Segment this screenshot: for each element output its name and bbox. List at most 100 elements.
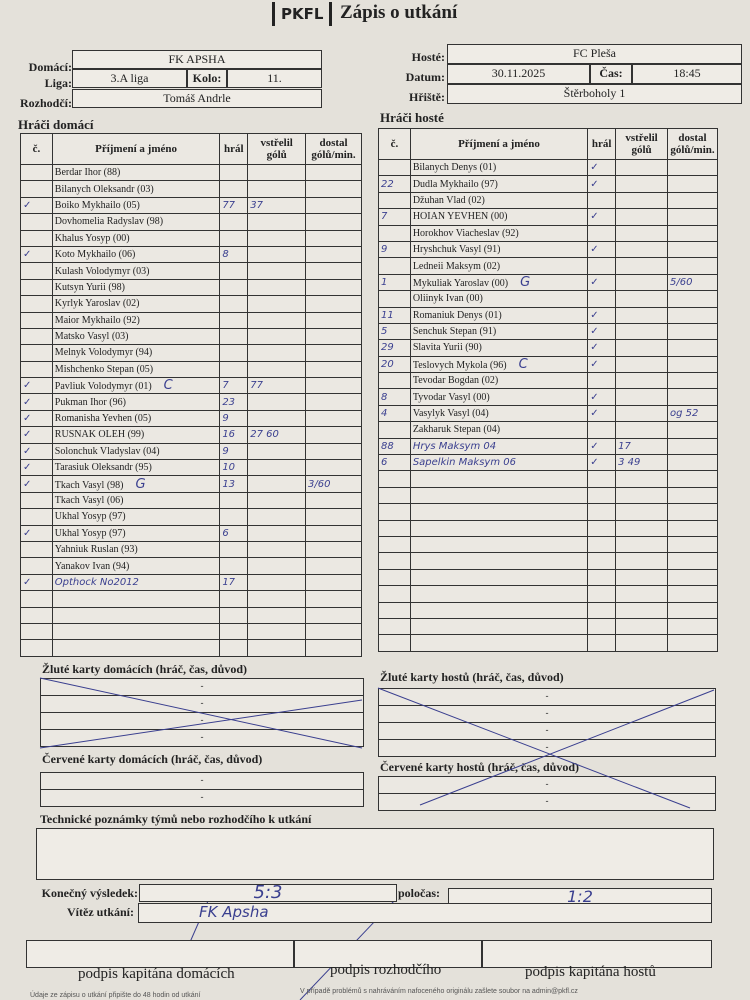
player-row: ✓ Solonchuk Vladyslav (04) 9 — [20, 442, 362, 461]
away-red-box: -- — [378, 776, 716, 811]
player-played: ✓ — [590, 358, 599, 370]
player-played: 8 — [222, 249, 229, 261]
player-played: ✓ — [590, 440, 599, 452]
player-name: Kyrlyk Yaroslav (02) — [54, 298, 140, 310]
page-title: Zápis o utkání — [340, 2, 458, 23]
player-number: 9 — [381, 244, 388, 256]
player-row: Ledneii Maksym (02) — [378, 257, 719, 275]
player-name: Koto Mykhailo (06) — [54, 249, 136, 261]
player-row: 6 Sapelkin Maksym 06 ✓ 3 49 — [378, 454, 719, 472]
player-name: Hryshchuk Vasyl (91) — [412, 244, 501, 256]
player-played: ✓ — [590, 309, 599, 321]
pkfl-logo: PKFL — [272, 2, 333, 26]
player-played-cell: ✓ — [587, 306, 617, 324]
player-name: Dudla Mykhailo (97) — [412, 178, 498, 190]
footer-right: V případě problémů s nahráváním nafocené… — [300, 988, 578, 995]
player-name: Mykuliak Yaroslav (00) — [412, 277, 509, 289]
player-name: Senchuk Stepan (91) — [412, 326, 497, 338]
player-played: ✓ — [590, 244, 599, 256]
empty-row — [378, 486, 719, 505]
player-row: ✓ Opthock No2012 17 — [20, 573, 362, 592]
player-name: Bilanych Oleksandr (03) — [54, 183, 154, 195]
player-name: Maior Mykhailo (92) — [54, 314, 140, 326]
player-name: Slavita Yurii (90) — [412, 342, 482, 354]
final-result-field: 5:3 — [139, 884, 397, 902]
player-name: Kutsyn Yurii (98) — [54, 281, 125, 293]
empty-row — [378, 503, 719, 521]
player-name: Horokhov Viacheslav (92) — [412, 227, 519, 239]
card-line: - — [545, 797, 549, 807]
empty-row — [378, 634, 719, 652]
player-name: Yahniuk Ruslan (93) — [54, 544, 138, 556]
player-row: Oliinyk Ivan (00) — [378, 290, 719, 308]
player-conceded: 3/60 — [308, 478, 331, 490]
away-label: Hosté: — [411, 50, 445, 64]
player-name: Berdar Ihor (88) — [54, 167, 121, 179]
home-players-title: Hráči domácí — [18, 117, 94, 132]
player-number: ✓ — [23, 413, 32, 425]
player-name: Hrys Maksym 04 — [412, 440, 497, 452]
player-number: ✓ — [23, 478, 32, 490]
player-scored: 27 60 — [250, 429, 279, 441]
col-no: č. — [20, 133, 53, 165]
home-team-field: FK APSHA — [72, 50, 322, 69]
player-row: Mishchenko Stepan (05) — [20, 360, 362, 379]
player-number: ✓ — [23, 380, 32, 392]
col-conceded: dostal gólů/min. — [305, 133, 362, 165]
home-captain-signature-label: podpis kapitána domácích — [78, 966, 235, 982]
player-name: Tyvodar Vasyl (00) — [412, 391, 490, 403]
notes-box — [36, 828, 714, 880]
player-name: Sapelkin Maksym 06 — [412, 457, 516, 469]
empty-cell — [305, 639, 362, 657]
player-name: Ukhal Yosyp (97) — [54, 511, 126, 523]
card-line: - — [41, 696, 363, 713]
card-line: - — [200, 733, 204, 743]
round-label: Kolo: — [187, 69, 227, 88]
player-row: 9 Hryshchuk Vasyl (91) ✓ — [378, 240, 719, 259]
league-label: Liga: — [44, 76, 72, 90]
player-scored: 3 49 — [618, 457, 641, 469]
away-captain-signature-box — [482, 940, 712, 968]
player-row: 29 Slavita Yurii (90) ✓ — [378, 339, 719, 357]
player-number: ✓ — [23, 527, 32, 539]
player-played-cell: 7 — [219, 377, 249, 395]
time-field: 18:45 — [632, 64, 742, 84]
player-played: ✓ — [590, 211, 599, 223]
winner-label: Vítěz utkání: — [67, 905, 134, 919]
empty-row — [20, 590, 362, 608]
league-field: 3.A liga — [72, 69, 187, 88]
player-role-mark: C — [518, 356, 528, 372]
player-number: ✓ — [23, 396, 32, 408]
player-name: Džuhan Vlad (02) — [412, 194, 485, 206]
player-row: 5 Senchuk Stepan (91) ✓ — [378, 322, 719, 341]
home-label: Domácí: — [28, 60, 72, 74]
player-name: Dovhomelia Radyslav (98) — [54, 216, 164, 228]
player-played: 10 — [222, 462, 236, 474]
player-name: Opthock No2012 — [54, 576, 139, 588]
player-played: ✓ — [590, 391, 599, 403]
final-result-label: Konečný výsledek: — [41, 886, 138, 900]
player-name: Melnyk Volodymyr (94) — [54, 347, 153, 359]
card-line: - — [200, 793, 204, 803]
player-name: Vasylyk Vasyl (04) — [412, 408, 489, 420]
player-number: 5 — [381, 326, 388, 338]
player-row: Zakharuk Stepan (04) — [378, 421, 719, 439]
strike-line — [419, 689, 715, 806]
player-row: 88 Hrys Maksym 04 ✓ 17 — [378, 437, 719, 456]
player-row: 22 Dudla Mykhailo (97) ✓ — [378, 175, 719, 193]
pitch-label: Hřiště: — [409, 90, 445, 104]
referee-label: Rozhodčí: — [20, 96, 72, 110]
player-name: Mishchenko Stepan (05) — [54, 363, 154, 375]
away-players-title: Hráči hosté — [380, 110, 444, 125]
date-label: Datum: — [405, 70, 445, 84]
time-label: Čas: — [590, 64, 632, 84]
player-played: 6 — [222, 527, 229, 539]
date-field: 30.11.2025 — [447, 64, 590, 84]
away-yellow-box: ---- — [378, 688, 716, 757]
away-players-table: č. Příjmení a jméno hrál vstřelil gólů d… — [378, 128, 719, 652]
player-name: Oliinyk Ivan (00) — [412, 293, 483, 305]
player-played: 77 — [222, 199, 236, 211]
card-line: - — [379, 706, 715, 723]
player-conceded: 5/60 — [669, 276, 693, 288]
col-conceded: dostal gólů/min. — [666, 128, 719, 160]
